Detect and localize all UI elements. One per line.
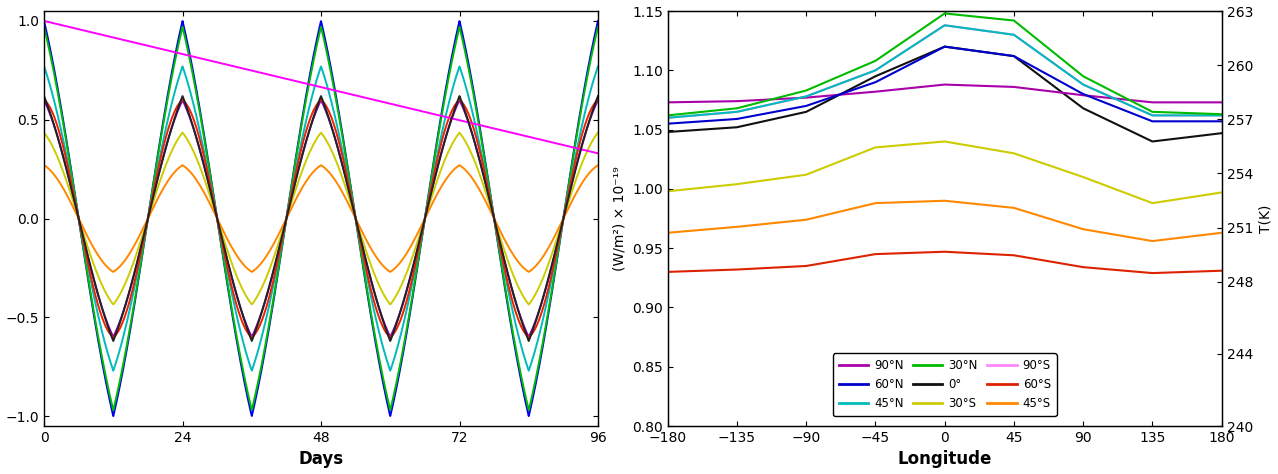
X-axis label: Days: Days: [299, 450, 344, 468]
Legend: 90°N, 60°N, 45°N, 30°N, 0°, 30°S, 90°S, 60°S, 45°S: 90°N, 60°N, 45°N, 30°N, 0°, 30°S, 90°S, …: [833, 353, 1057, 416]
Y-axis label: T(K): T(K): [1259, 204, 1273, 233]
Y-axis label: (W/m²) × 10⁻¹⁹: (W/m²) × 10⁻¹⁹: [612, 166, 626, 271]
X-axis label: Longitude: Longitude: [897, 450, 992, 468]
